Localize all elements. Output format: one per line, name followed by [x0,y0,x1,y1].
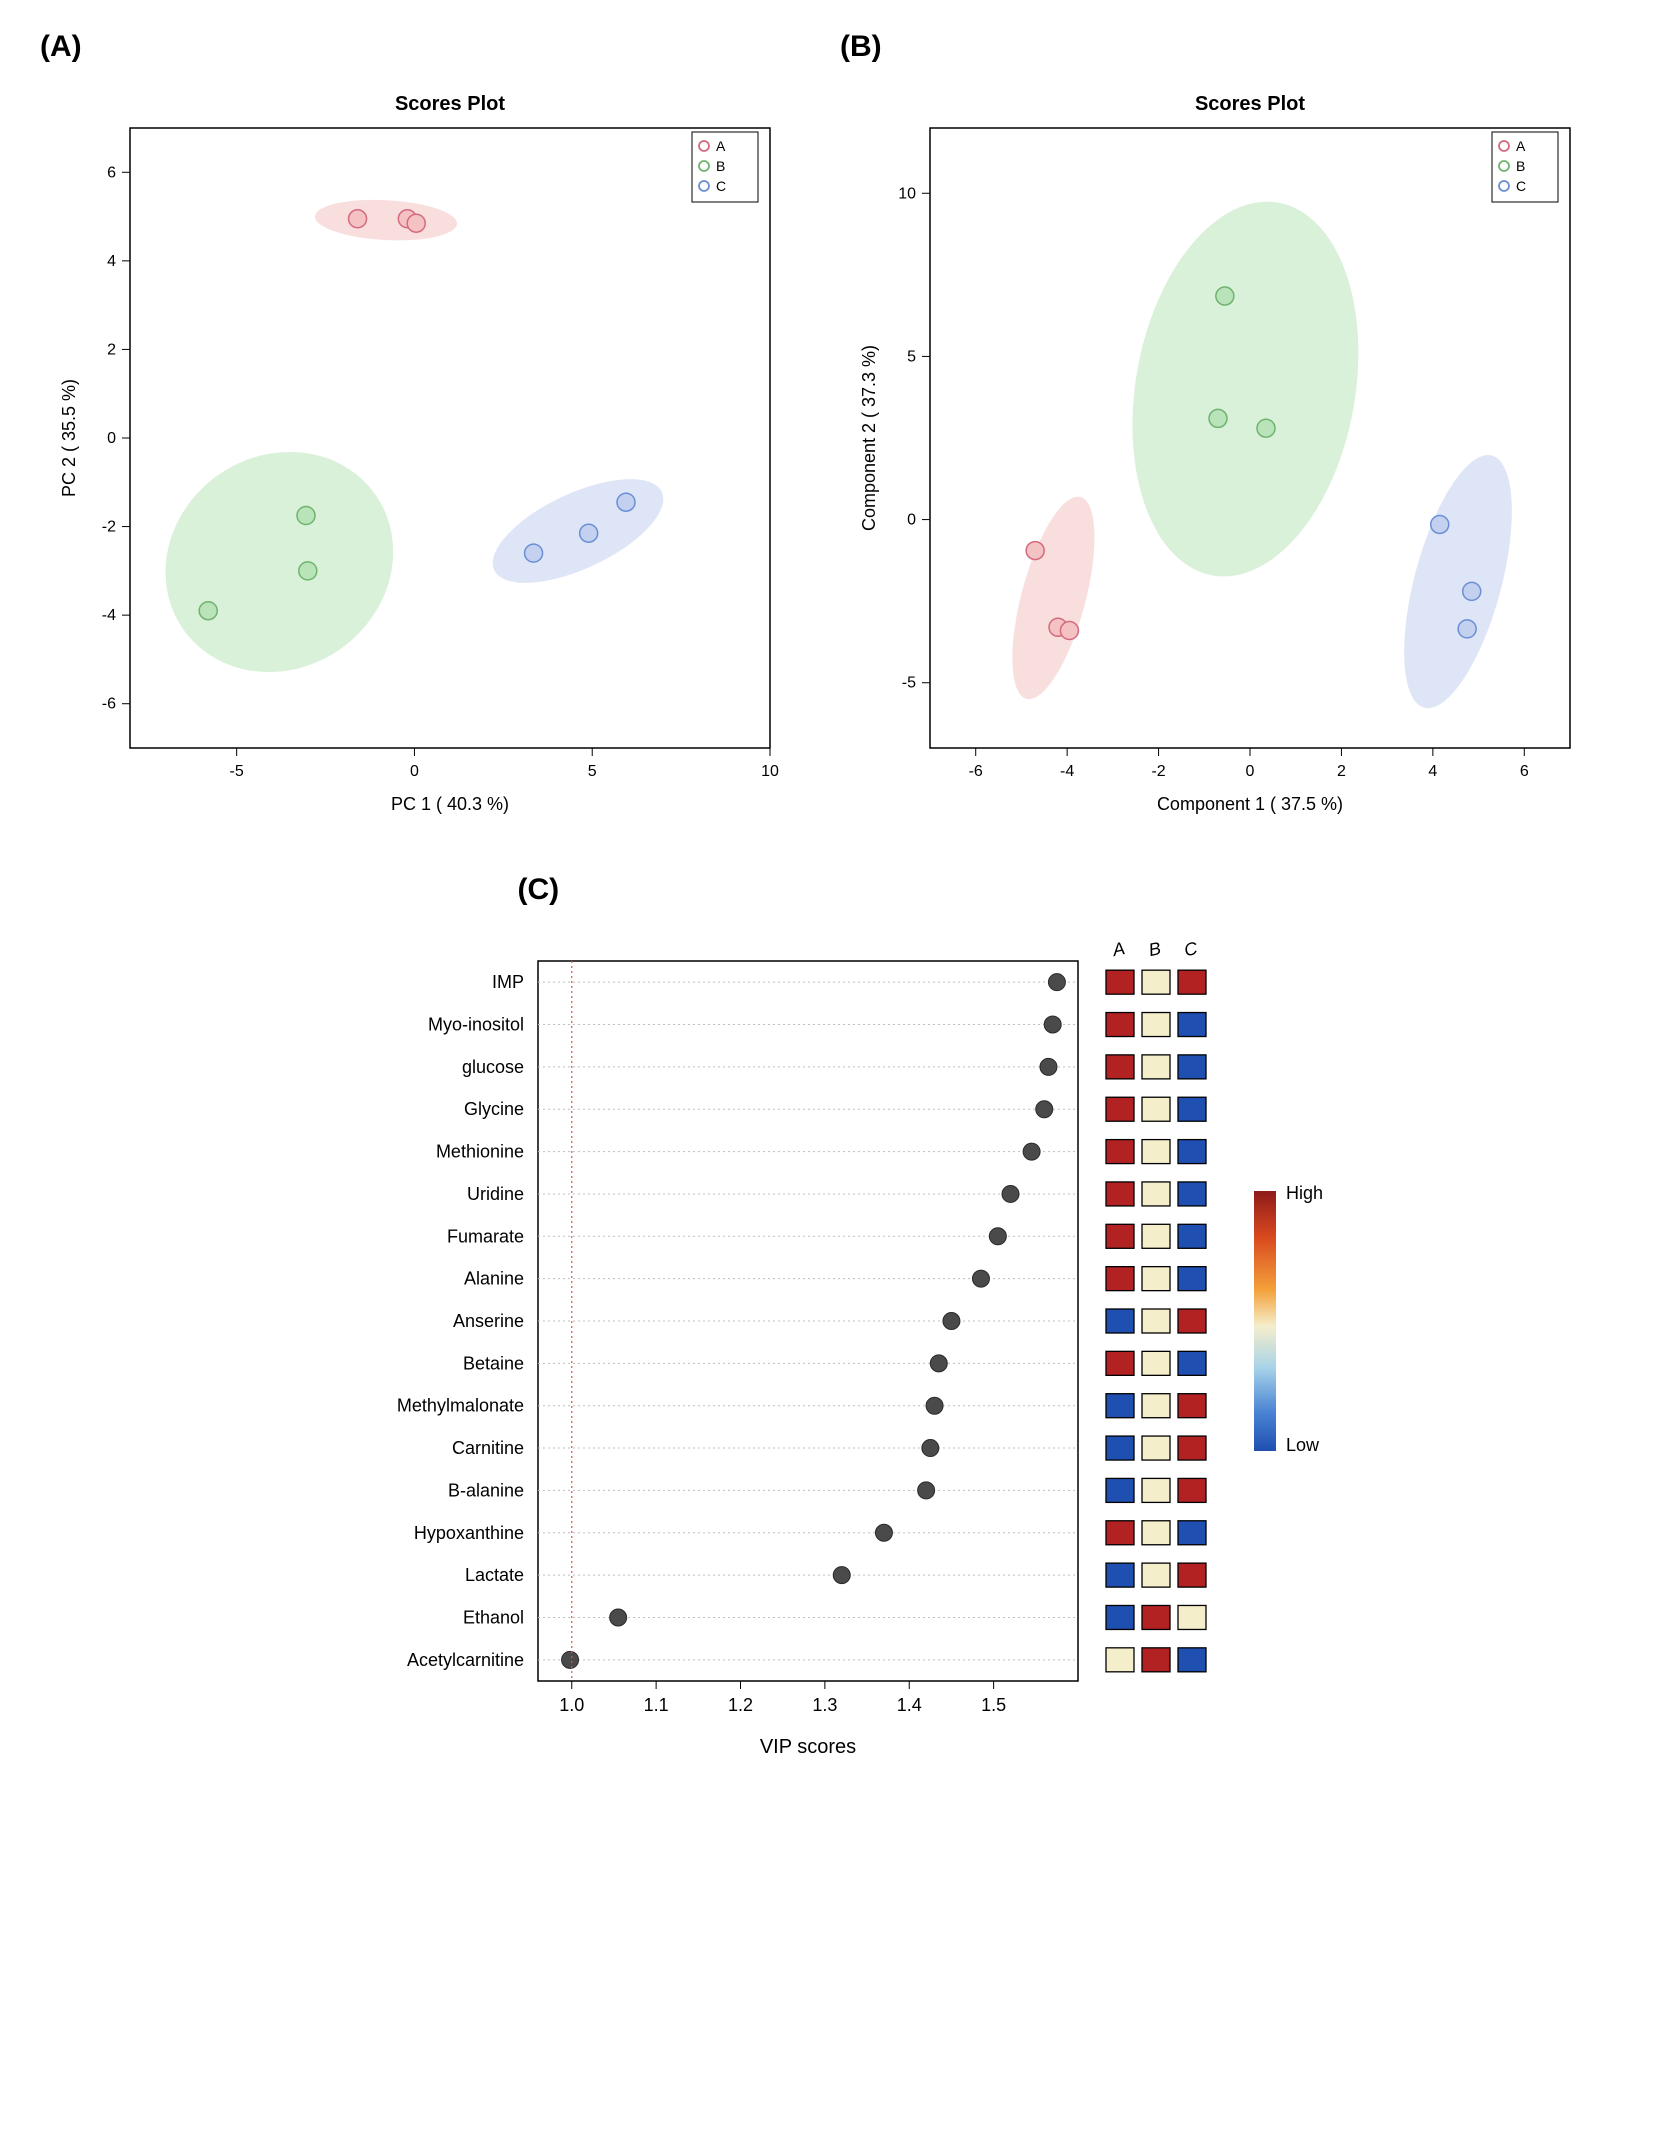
svg-text:4: 4 [1428,763,1437,780]
svg-text:High: High [1286,1183,1323,1203]
svg-text:Lactate: Lactate [464,1565,523,1585]
svg-text:Methylmalonate: Methylmalonate [396,1396,523,1416]
svg-text:2: 2 [107,341,116,358]
svg-text:-4: -4 [1060,763,1074,780]
svg-text:5: 5 [588,763,597,780]
panel-b-label: (B) [840,30,1600,64]
svg-text:B-alanine: B-alanine [447,1480,523,1500]
svg-text:A: A [1109,938,1126,960]
svg-text:Component 1 ( 37.5 %): Component 1 ( 37.5 %) [1157,794,1343,814]
panel-c-chart: IMP Myo-inositol glucose Glycine Methionine U… [288,911,1388,1776]
svg-text:0: 0 [907,512,916,529]
svg-text:VIP scores: VIP scores [759,1736,855,1758]
svg-text:0: 0 [1246,763,1255,780]
panel-b: (B) Scores Plot -6 -4 -2 0 2 4 6 -5 0 5 10 Component… [840,30,1600,833]
svg-text:B: B [1516,158,1525,174]
panel-a-chart: Scores Plot -5 0 5 10 -6 -4 -2 0 2 4 6 PC 1 ( 40.3 %… [40,68,800,833]
svg-text:4: 4 [107,253,116,270]
svg-text:10: 10 [761,763,779,780]
svg-text:Scores Plot: Scores Plot [1195,93,1305,115]
svg-text:Alanine: Alanine [463,1269,523,1289]
svg-text:1.0: 1.0 [559,1695,584,1715]
svg-text:Fumarate: Fumarate [446,1226,523,1246]
svg-text:-5: -5 [230,763,244,780]
svg-text:0: 0 [410,763,419,780]
svg-text:6: 6 [1520,763,1529,780]
panel-a-label: (A) [40,30,800,64]
svg-text:-6: -6 [969,763,983,780]
svg-text:Carnitine: Carnitine [451,1438,523,1458]
figure-page: (A) Scores Plot -5 0 5 10 -6 -4 -2 0 2 4 6 PC 1 ( 40… [0,0,1675,1836]
svg-text:-2: -2 [1151,763,1165,780]
svg-text:PC 1 ( 40.3 %): PC 1 ( 40.3 %) [391,794,509,814]
svg-text:Betaine: Betaine [462,1353,523,1373]
svg-text:1.1: 1.1 [643,1695,668,1715]
svg-text:glucose: glucose [461,1057,523,1077]
svg-text:0: 0 [107,430,116,447]
svg-text:Low: Low [1286,1435,1320,1455]
svg-text:2: 2 [1337,763,1346,780]
svg-text:PC 2 ( 35.5 %): PC 2 ( 35.5 %) [59,379,79,497]
svg-text:B: B [716,158,725,174]
svg-text:6: 6 [107,164,116,181]
svg-text:-4: -4 [102,607,116,624]
svg-text:5: 5 [907,348,916,365]
svg-text:Glycine: Glycine [463,1099,523,1119]
svg-text:C: C [1182,938,1200,960]
svg-text:C: C [1516,178,1526,194]
svg-text:Acetylcarnitine: Acetylcarnitine [406,1650,523,1670]
svg-text:A: A [716,138,726,154]
svg-text:C: C [716,178,726,194]
svg-text:Anserine: Anserine [452,1311,523,1331]
svg-text:1.2: 1.2 [727,1695,752,1715]
svg-text:1.4: 1.4 [896,1695,921,1715]
svg-text:-6: -6 [102,696,116,713]
svg-text:10: 10 [898,185,916,202]
panel-c-label: (C) [518,873,1388,907]
svg-text:A: A [1516,138,1526,154]
svg-text:B: B [1146,938,1162,960]
svg-text:Scores Plot: Scores Plot [395,93,505,115]
panel-c: (C) IMP Myo-inositol glucose Glycine Methion… [288,873,1388,1776]
panel-b-chart: Scores Plot -6 -4 -2 0 2 4 6 -5 0 5 10 Component 1 (… [840,68,1600,833]
svg-text:-2: -2 [102,519,116,536]
svg-text:Myo-inositol: Myo-inositol [427,1015,523,1035]
svg-text:1.3: 1.3 [812,1695,837,1715]
svg-text:Ethanol: Ethanol [462,1607,523,1627]
bottom-row: (C) IMP Myo-inositol glucose Glycine Methion… [40,873,1635,1776]
svg-text:IMP: IMP [491,972,523,992]
svg-text:-5: -5 [902,675,916,692]
svg-text:Component 2 ( 37.3 %): Component 2 ( 37.3 %) [859,345,879,531]
svg-text:Hypoxanthine: Hypoxanthine [413,1523,523,1543]
panel-a: (A) Scores Plot -5 0 5 10 -6 -4 -2 0 2 4 6 PC 1 ( 40… [40,30,800,833]
svg-text:1.5: 1.5 [981,1695,1006,1715]
svg-text:Uridine: Uridine [466,1184,523,1204]
svg-text:Methionine: Methionine [435,1142,523,1162]
top-row: (A) Scores Plot -5 0 5 10 -6 -4 -2 0 2 4 6 PC 1 ( 40… [40,30,1635,833]
